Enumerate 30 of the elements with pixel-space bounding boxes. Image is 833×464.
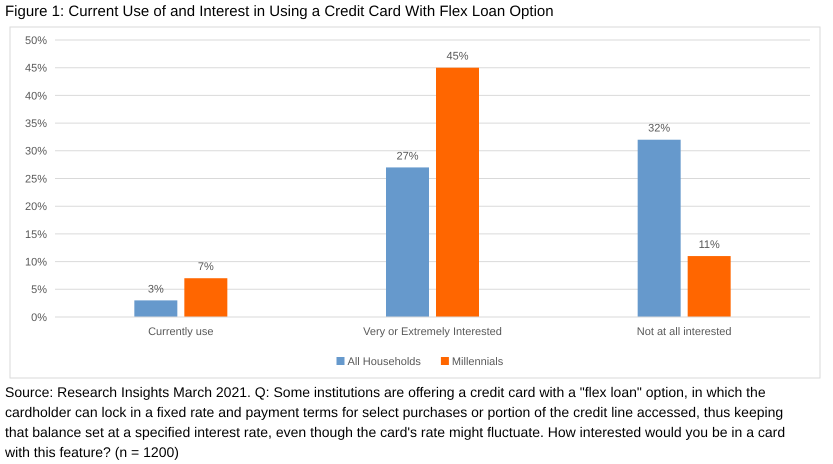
data-label: 7% xyxy=(198,261,214,274)
legend-label: All Households xyxy=(348,356,422,368)
data-label: 11% xyxy=(698,239,720,252)
legend-label: Millennials xyxy=(452,356,504,368)
chart-title: Figure 1: Current Use of and Interest in Using a Credit Card With Flex Loan Option xyxy=(5,3,554,20)
source-note: Source: Research Insights March 2021. Q: Some institutions are offering a credit card with a "flex loan" option, in which the cardholder can lock in a fixed rate and payment terms for select purchases or portion of the credit line accessed, thus keeping that balance set at a specified interest rate, even though the card's rate might fluctuate. How interested would you be in a card with this feature? (n = 1200) xyxy=(4,383,786,462)
bar xyxy=(638,140,681,317)
y-tick-label: 35% xyxy=(24,118,48,130)
data-label: 45% xyxy=(446,50,469,63)
data-label: 3% xyxy=(148,283,164,296)
x-tick-label: Currently use xyxy=(148,326,214,338)
x-tick-label: Very or Extremely Interested xyxy=(363,326,502,338)
y-tick-label: 0% xyxy=(31,312,48,324)
bar xyxy=(184,278,228,317)
y-tick-label: 25% xyxy=(24,173,48,186)
data-label: 32% xyxy=(648,122,670,135)
y-tick-label: 20% xyxy=(24,201,48,214)
y-tick-label: 40% xyxy=(24,90,48,102)
y-tick-label: 10% xyxy=(24,256,48,268)
y-tick-label: 15% xyxy=(24,228,48,241)
y-tick-label: 5% xyxy=(31,284,48,296)
y-tick-label: 50% xyxy=(24,34,48,47)
bar xyxy=(436,68,479,317)
y-tick-label: 30% xyxy=(24,146,48,158)
x-tick-label: Not at all interested xyxy=(636,326,732,338)
y-tick-label: 45% xyxy=(24,62,48,75)
data-label: 27% xyxy=(396,150,419,162)
bar xyxy=(134,300,178,317)
bar xyxy=(688,256,731,317)
bar xyxy=(386,167,429,317)
